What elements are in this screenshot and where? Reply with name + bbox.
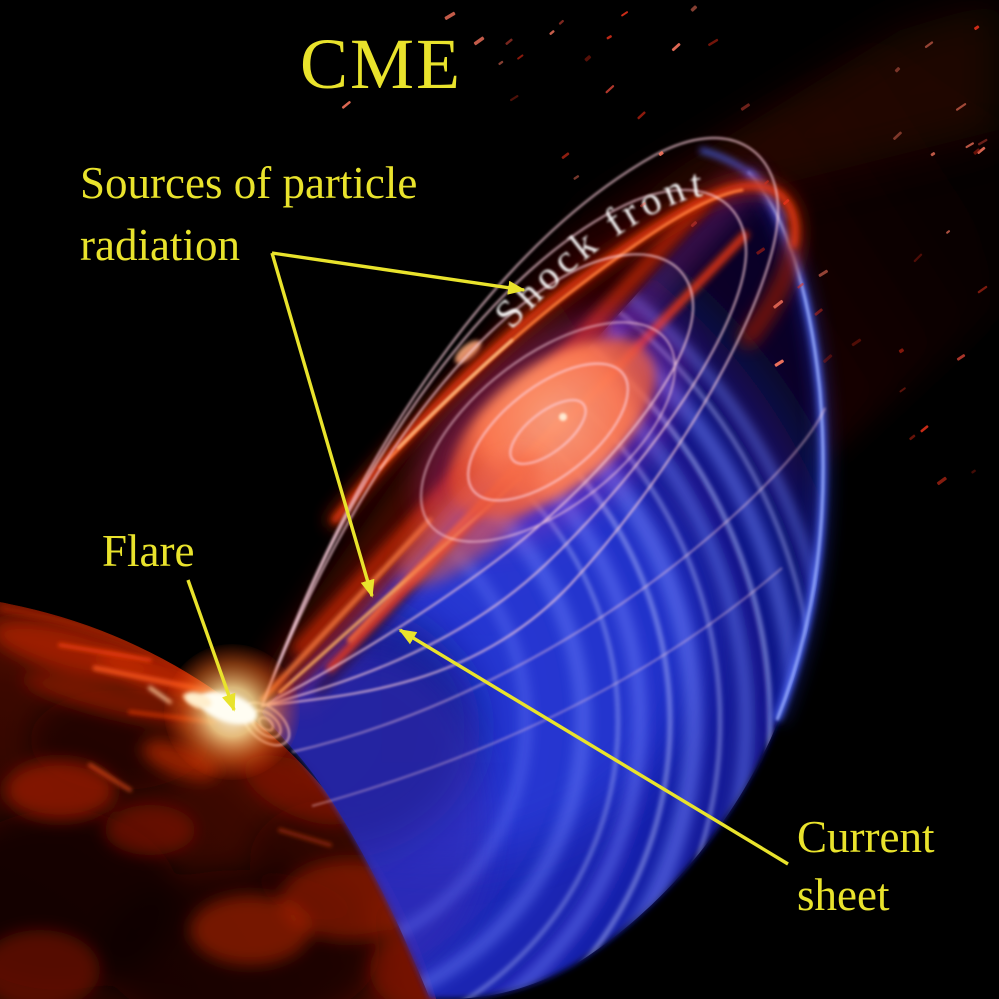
current-sheet-label-line2: sheet <box>797 870 890 920</box>
current-sheet-arrow <box>398 628 789 866</box>
sources-label-line1: Sources of particle <box>80 158 417 208</box>
flare-site <box>164 644 300 780</box>
flare-arrow <box>186 579 236 712</box>
magnetic-field-lines <box>242 137 826 807</box>
sources-arrow-to-current-sheet <box>270 252 375 598</box>
shock-front-rim <box>326 177 804 529</box>
current-sheet-label-line1: Current <box>797 812 935 862</box>
red-speckles <box>341 5 988 486</box>
flare-label: Flare <box>102 526 194 576</box>
sources-label-line2: radiation <box>80 220 240 270</box>
title-cme: CME <box>300 24 462 104</box>
sources-arrow-to-shock <box>271 251 526 295</box>
annotations: CME Sources of particle radiation Flare … <box>80 24 935 920</box>
